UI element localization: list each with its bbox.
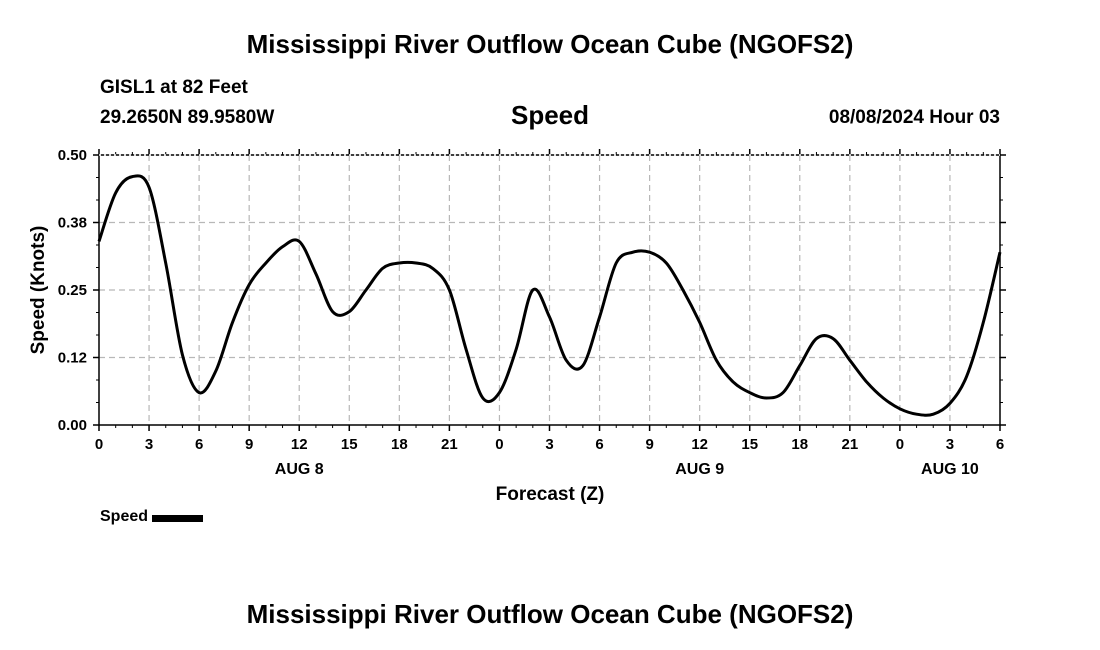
legend: Speed <box>100 508 204 526</box>
y-tick-label: 0.12 <box>58 350 87 367</box>
coordinates-label: 29.2650N 89.9580W <box>100 107 275 128</box>
x-tick-label: 0 <box>896 436 904 453</box>
legend-label: Speed <box>100 508 149 525</box>
x-tick-label: 3 <box>946 436 954 453</box>
footer-title: Mississippi River Outflow Ocean Cube (NG… <box>246 599 854 629</box>
y-tick-label: 0.00 <box>58 417 87 434</box>
speed-chart: Forecast (Z) Speed (Knots) 0 3 6 9 12 15 18 21 0… <box>28 147 1006 505</box>
date-label: AUG 8 <box>275 461 324 478</box>
y-axis-label: Speed (Knots) <box>28 226 49 355</box>
x-tick-label: 6 <box>595 436 603 453</box>
grid <box>99 155 1000 425</box>
date-label: AUG 9 <box>675 461 724 478</box>
x-tick-label: 6 <box>195 436 203 453</box>
date-label: AUG 10 <box>921 461 979 478</box>
chart-subtitle: Speed <box>510 100 590 130</box>
x-tick-label: 12 <box>291 436 308 453</box>
series-layer <box>97 174 1002 417</box>
x-tick-label: 15 <box>741 436 758 453</box>
axis-labels: Forecast (Z) Speed (Knots) 0 3 6 9 12 15 18 21 0… <box>28 147 1004 505</box>
y-tick-label: 0.50 <box>58 147 87 164</box>
y-tick-label: 0.25 <box>58 282 87 299</box>
x-axis-label: Forecast (Z) <box>496 484 605 505</box>
x-tick-label: 0 <box>495 436 503 453</box>
x-tick-label: 9 <box>645 436 653 453</box>
x-tick-label: 21 <box>441 436 458 453</box>
x-tick-label: 3 <box>545 436 553 453</box>
y-tick-label: 0.38 <box>58 215 87 232</box>
legend-swatch <box>152 514 204 522</box>
x-tick-label: 18 <box>791 436 808 453</box>
chart-title: Mississippi River Outflow Ocean Cube (NG… <box>246 29 854 59</box>
x-tick-label: 18 <box>391 436 408 453</box>
x-tick-label: 12 <box>691 436 708 453</box>
x-tick-label: 3 <box>145 436 153 453</box>
station-label: GISL1 at 82 Feet <box>100 77 248 98</box>
x-tick-label: 6 <box>996 436 1004 453</box>
speed-series-line <box>97 174 1002 417</box>
timestamp-label: 08/08/2024 Hour 03 <box>828 107 1000 128</box>
axes <box>93 149 1006 431</box>
x-tick-label: 9 <box>245 436 253 453</box>
x-tick-label: 0 <box>95 436 103 453</box>
x-tick-label: 15 <box>341 436 358 453</box>
x-tick-label: 21 <box>841 436 858 453</box>
